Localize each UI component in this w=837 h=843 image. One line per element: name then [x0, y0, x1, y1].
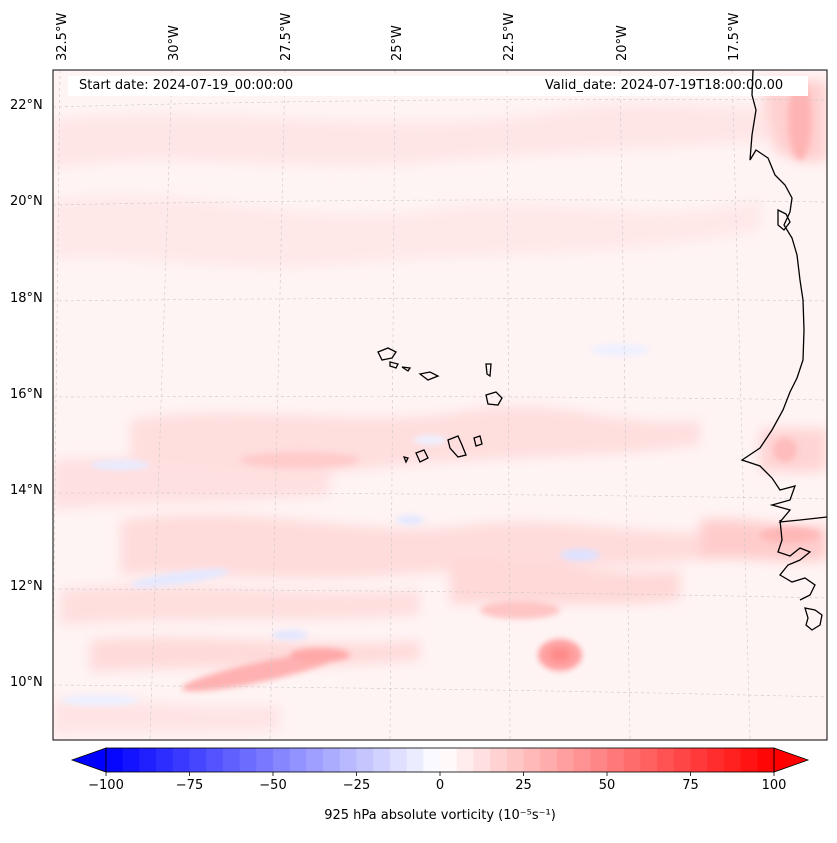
colorbar-segment — [389, 748, 408, 772]
colorbar-extend-low — [70, 747, 107, 773]
colorbar-segment — [723, 748, 742, 772]
colorbar-segment — [406, 748, 424, 772]
colorbar-segment — [423, 748, 441, 772]
start-date-label: Start date: 2024-07-19_00:00:00 — [79, 78, 294, 93]
colorbar-segment — [156, 748, 174, 772]
colorbar-tick-label: −50 — [259, 778, 287, 793]
lon-label-17-5w: 17.5°W — [727, 12, 742, 61]
lon-label-30w: 30°W — [167, 25, 182, 61]
lat-label-10n: 10°N — [10, 675, 43, 690]
colorbar-segment — [673, 748, 692, 772]
colorbar-segment — [339, 748, 358, 772]
vorticity-field — [53, 70, 827, 740]
colorbar-label: 925 hPa absolute vorticity (10⁻⁵s⁻¹) — [324, 808, 556, 823]
colorbar-segment — [323, 748, 341, 772]
colorbar-segment — [440, 748, 458, 772]
colorbar-tick-label: 0 — [435, 778, 445, 793]
colorbar-segment — [640, 748, 658, 772]
colorbar-tick-label: 100 — [761, 778, 787, 793]
colorbar-segment — [523, 748, 541, 772]
lon-label-25w: 25°W — [390, 25, 405, 61]
colorbar-segment — [289, 748, 307, 772]
colorbar-segment — [373, 748, 391, 772]
colorbar-segment — [623, 748, 641, 772]
colorbar-segment — [356, 748, 374, 772]
colorbar-tick-label: −25 — [342, 778, 371, 793]
lat-label-18n: 18°N — [10, 291, 43, 306]
colorbar-segment — [239, 748, 257, 772]
colorbar-tick-label: 50 — [598, 778, 616, 793]
colorbar-segment — [757, 748, 775, 772]
colorbar-tick-label: −100 — [88, 778, 124, 793]
colorbar-segment — [139, 748, 157, 772]
valid-date-label: Valid_date: 2024-07-19T18:00:00.00 — [545, 78, 784, 93]
colorbar-tick-label: 75 — [682, 778, 699, 793]
colorbar-segment — [490, 748, 508, 772]
lat-label-22n: 22°N — [10, 98, 43, 113]
cape-verde-islands — [377, 347, 503, 464]
colorbar-segment — [690, 748, 708, 772]
colorbar-segment — [573, 748, 591, 772]
colorbar-segment — [473, 748, 491, 772]
lon-label-32-5w: 32.5°W — [55, 12, 70, 61]
colorbar-extend-high — [773, 747, 810, 773]
map-frame — [52, 69, 828, 741]
lat-label-20n: 20°N — [10, 194, 43, 209]
lat-label-14n: 14°N — [10, 483, 43, 498]
lat-label-16n: 16°N — [10, 387, 43, 402]
colorbar-segment — [206, 748, 224, 772]
colorbar-segment — [506, 748, 525, 772]
colorbar-segment — [122, 748, 140, 772]
colorbar-segment — [106, 748, 124, 772]
colorbar-tick-label: 25 — [515, 778, 532, 793]
coastline — [740, 70, 827, 631]
colorbar-tick-label: −75 — [175, 778, 204, 793]
colorbar-segment — [222, 748, 241, 772]
lon-label-20w: 20°W — [615, 25, 630, 61]
colorbar-segment — [306, 748, 324, 772]
colorbar-segment — [740, 748, 758, 772]
colorbar-segment — [273, 748, 291, 772]
colorbar-segment — [707, 748, 725, 772]
colorbar-segment — [189, 748, 207, 772]
lat-label-12n: 12°N — [10, 579, 43, 594]
colorbar — [70, 747, 810, 776]
colorbar-segment — [556, 748, 575, 772]
colorbar-segment — [172, 748, 191, 772]
colorbar-segment — [256, 748, 274, 772]
colorbar-segment — [540, 748, 558, 772]
colorbar-segment — [456, 748, 474, 772]
colorbar-segment — [657, 748, 675, 772]
lon-label-27-5w: 27.5°W — [279, 12, 294, 61]
header-band — [68, 76, 808, 96]
lon-label-22-5w: 22.5°W — [502, 12, 517, 61]
colorbar-segment — [607, 748, 625, 772]
colorbar-segment — [590, 748, 608, 772]
